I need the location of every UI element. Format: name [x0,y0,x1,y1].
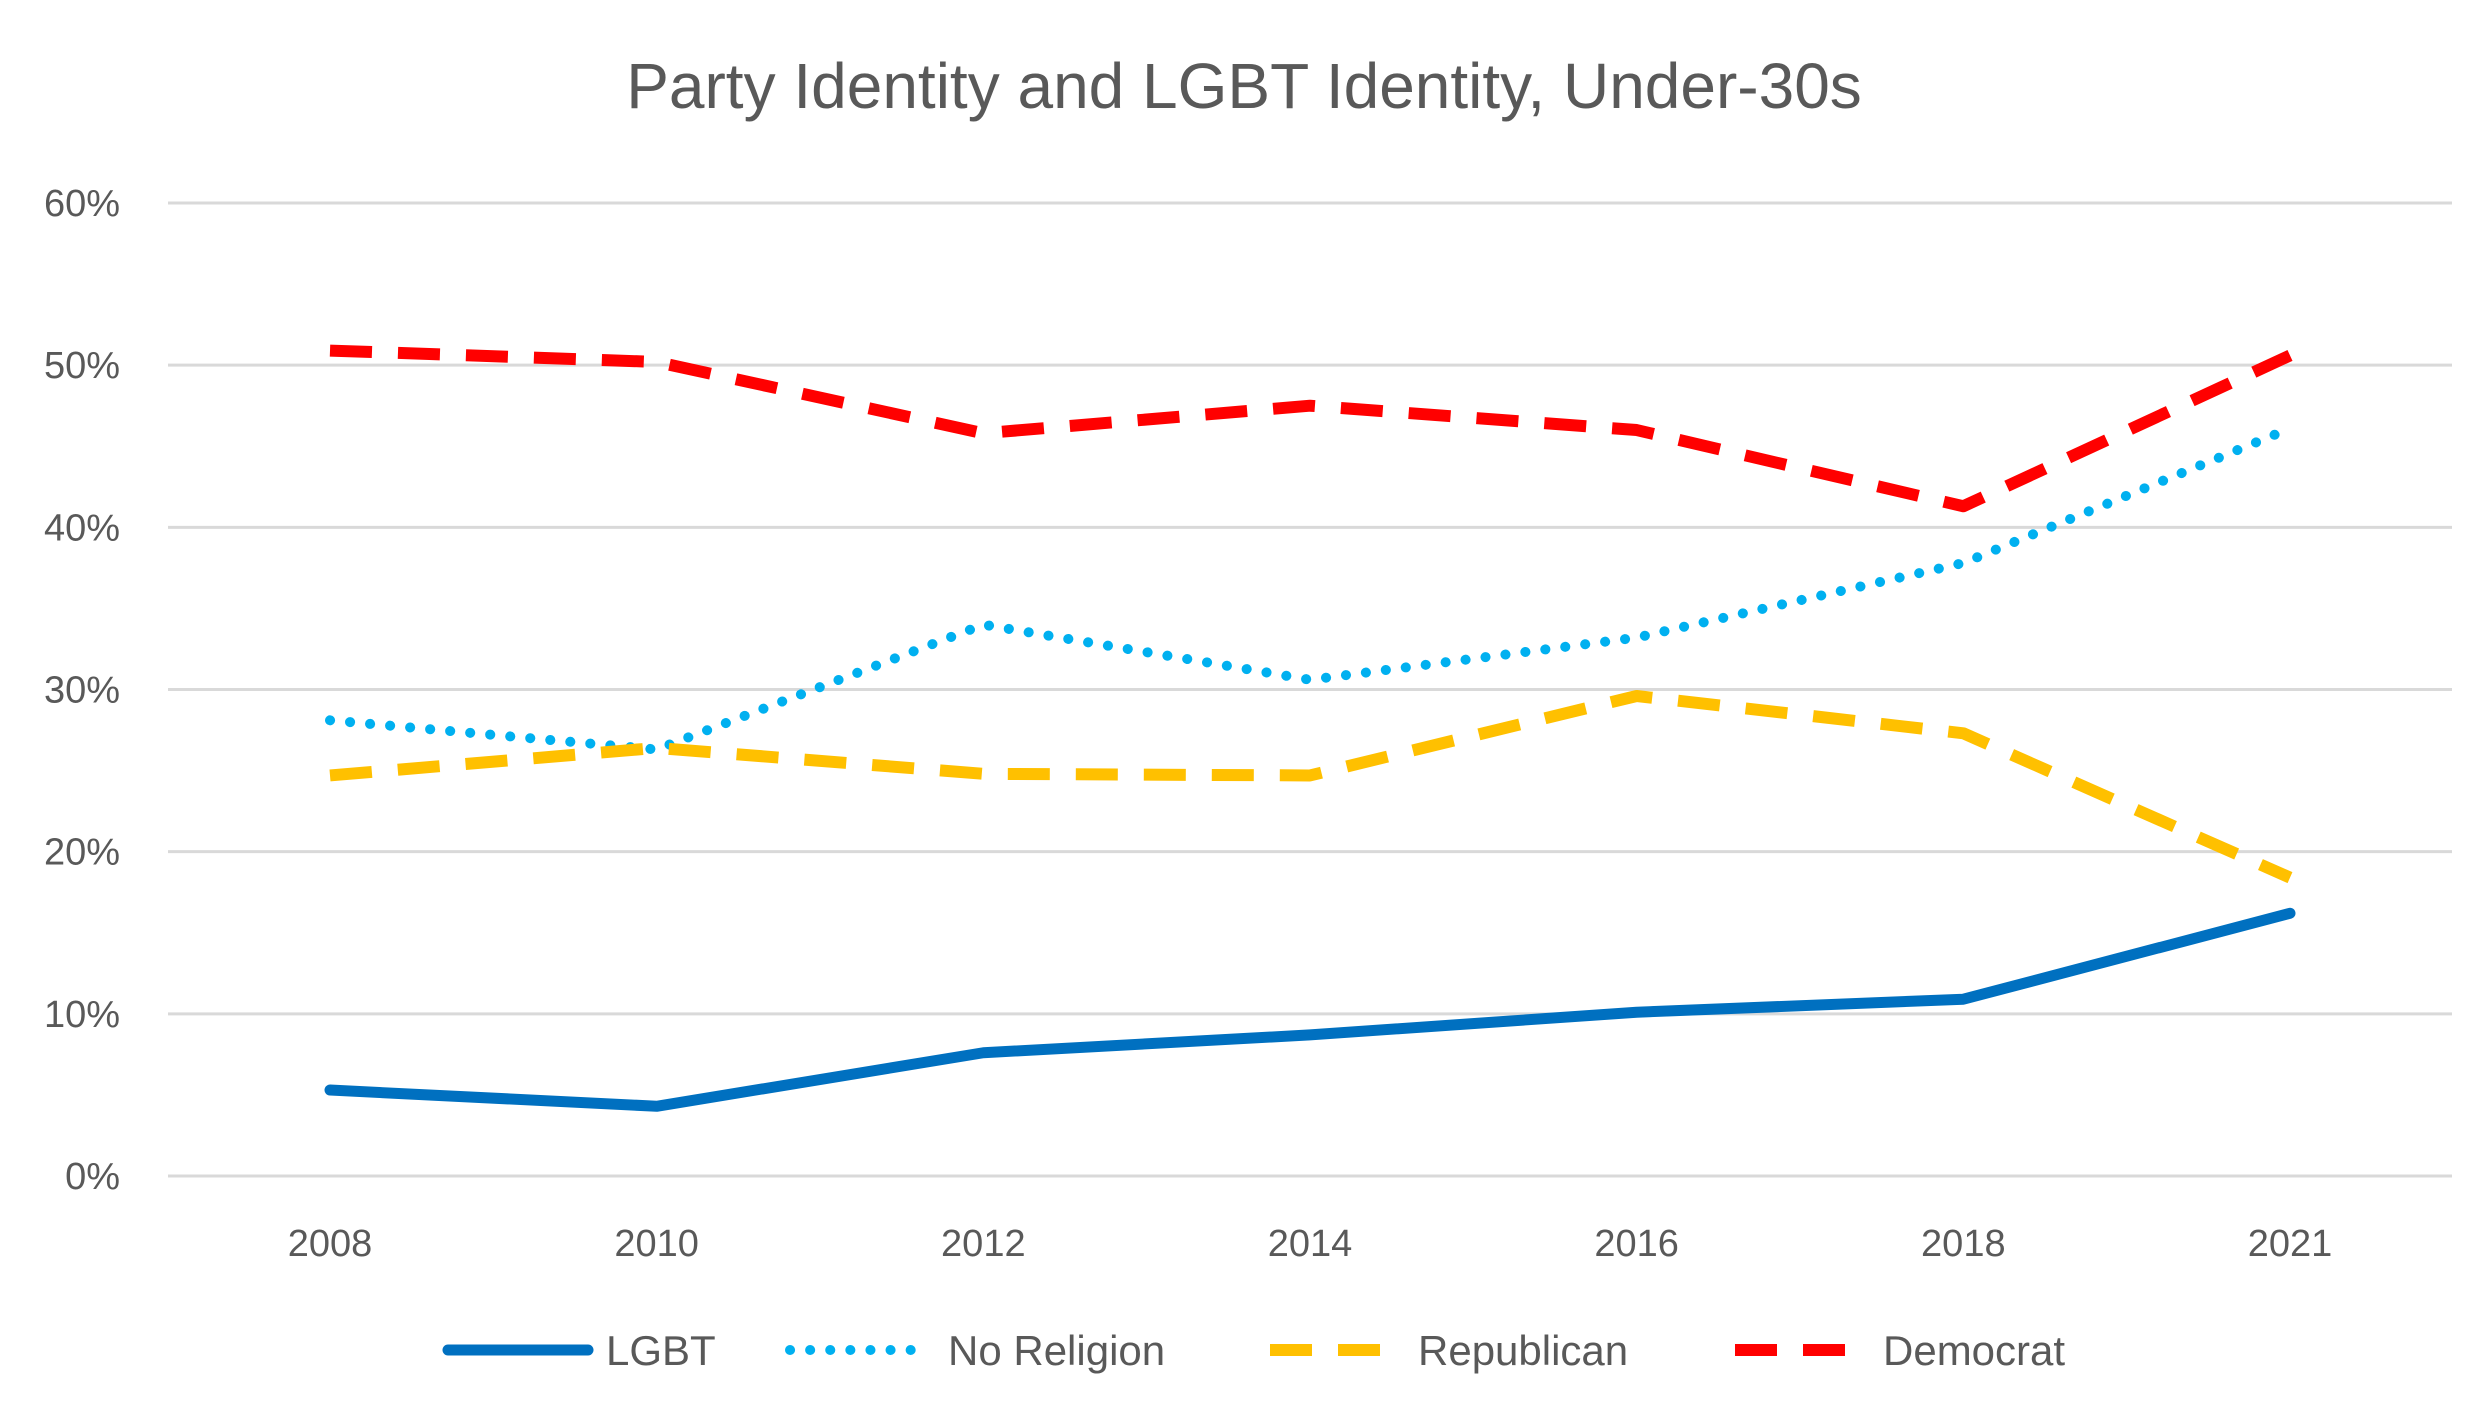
x-axis-ticks: 2008 2010 2012 2014 2016 2018 2021 [288,1223,2333,1265]
x-tick-label: 2018 [1921,1223,2006,1265]
y-tick-label: 0% [65,1156,120,1198]
y-tick-label: 30% [44,670,120,712]
series-line-lgbt [324,907,2296,1112]
legend-label: Republican [1418,1327,1628,1374]
series-line-democrat [329,344,2293,513]
legend-label: No Religion [948,1327,1165,1374]
x-tick-label: 2008 [288,1223,373,1265]
x-tick-label: 2014 [1268,1223,1353,1265]
y-tick-label: 50% [44,345,120,387]
x-tick-label: 2016 [1594,1223,1679,1265]
y-tick-label: 10% [44,994,120,1036]
y-tick-label: 20% [44,832,120,874]
y-axis-ticks: 0% 10% 20% 30% 40% 50% 60% [44,183,120,1198]
series-lines [324,344,2296,1112]
legend-label: Democrat [1883,1327,2065,1374]
chart-title: Party Identity and LGBT Identity, Under-… [626,50,1862,122]
legend: LGBT No Religion Republican Democrat [442,1327,2065,1374]
y-tick-label: 40% [44,507,120,549]
gridlines [168,201,2452,1178]
series-line-no-religion [325,423,2295,755]
x-tick-label: 2012 [941,1223,1026,1265]
legend-label: LGBT [606,1327,716,1374]
y-tick-label: 60% [44,183,120,225]
series-line-republican [329,689,2293,884]
x-tick-label: 2010 [614,1223,699,1265]
x-tick-label: 2021 [2248,1223,2333,1265]
